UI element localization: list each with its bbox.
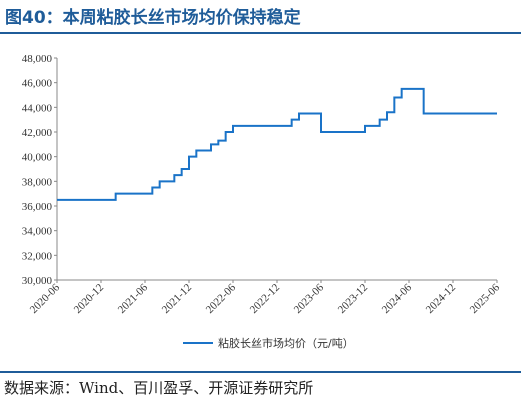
x-tick-label: 2020-12 (72, 282, 106, 316)
y-tick-label: 42,000 (22, 127, 53, 139)
data-source-note: 数据来源：Wind、百川盈孚、开源证券研究所 (4, 379, 314, 397)
y-tick-label: 32,000 (22, 250, 53, 262)
x-tick-labels: 2020-06 2020-12 2021-06 2021-12 2022-06 2022-… (28, 280, 503, 316)
y-tick-label: 36,000 (22, 201, 53, 213)
legend-label: 粘胶长丝市场均价（元/吨） (218, 336, 354, 350)
source-rule (0, 371, 521, 373)
y-tick-label: 34,000 (22, 226, 53, 238)
y-tick-label: 30,000 (22, 275, 53, 287)
x-tick-label: 2021-12 (160, 282, 194, 316)
x-tick-label: 2025-06 (468, 281, 503, 316)
y-tick-label: 44,000 (22, 102, 53, 114)
y-tick-label: 40,000 (22, 152, 53, 164)
chart-series (57, 87, 497, 201)
x-tick-label: 2021-06 (116, 281, 151, 316)
y-tick-label: 38,000 (22, 176, 53, 188)
y-tick-label: 48,000 (22, 53, 53, 65)
x-tick-label: 2024-12 (424, 282, 458, 316)
series-line (57, 87, 497, 201)
line-chart: 48,000 46,000 44,000 42,000 40,000 38,000 36,0… (22, 53, 503, 350)
x-tick-label: 2022-06 (204, 281, 239, 316)
x-tick-label: 2023-06 (292, 281, 327, 316)
x-tick-label: 2023-12 (336, 282, 370, 316)
x-tick-label: 2022-12 (248, 282, 282, 316)
chart-legend: 粘胶长丝市场均价（元/吨） (183, 336, 354, 350)
chart-axes (56, 58, 497, 281)
y-tick-label: 46,000 (22, 78, 53, 90)
title-rule (0, 32, 521, 34)
chart-title: 图40：本周粘胶长丝市场均价保持稳定 (5, 8, 301, 28)
x-tick-label: 2024-06 (380, 281, 415, 316)
y-tick-labels: 48,000 46,000 44,000 42,000 40,000 38,000 36,0… (22, 53, 57, 287)
